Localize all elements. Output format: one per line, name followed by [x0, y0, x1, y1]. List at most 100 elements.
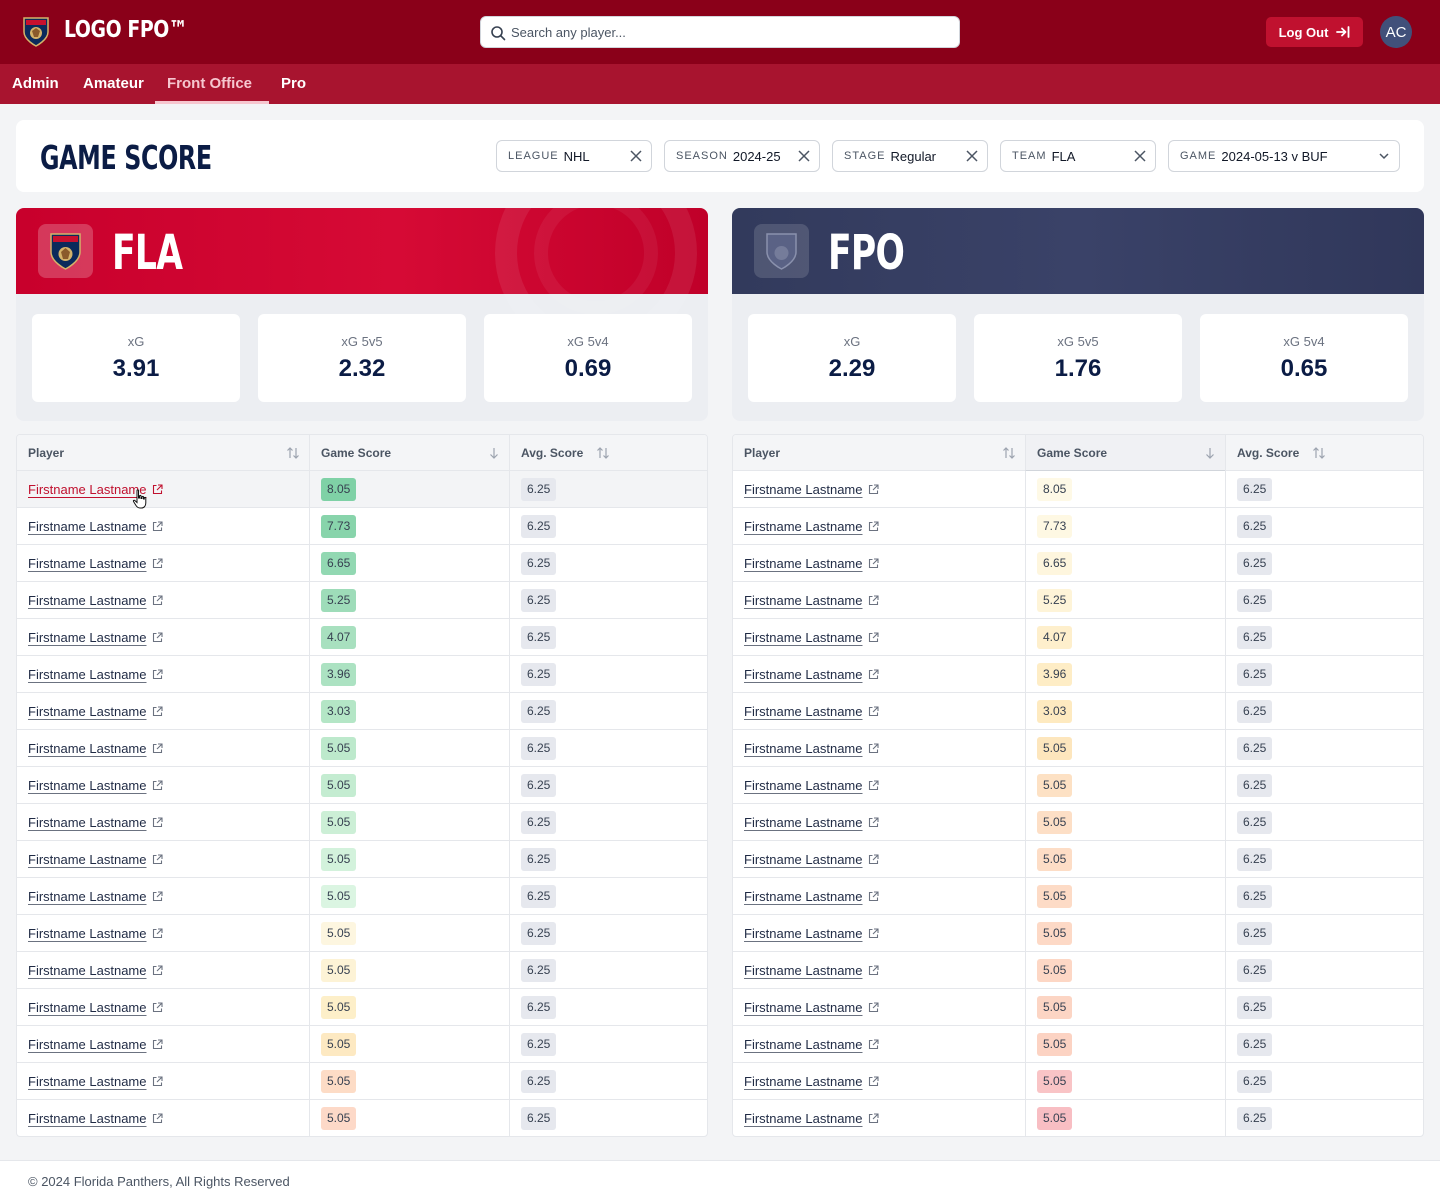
- filter-team[interactable]: TEAM FLA: [1000, 140, 1156, 172]
- player-link[interactable]: Firstname Lastname: [28, 629, 147, 645]
- player-link[interactable]: Firstname Lastname: [28, 1110, 147, 1126]
- column-header-avg-score[interactable]: Avg. Score: [509, 435, 707, 471]
- nav-item-pro[interactable]: Pro: [281, 75, 307, 92]
- filter-stage[interactable]: STAGE Regular: [832, 140, 988, 172]
- nav-item-front-office[interactable]: Front Office: [167, 75, 252, 92]
- external-link-icon[interactable]: [152, 1001, 163, 1013]
- external-link-icon[interactable]: [868, 1112, 879, 1124]
- external-link-icon[interactable]: [868, 1001, 879, 1013]
- external-link-icon[interactable]: [152, 1112, 163, 1124]
- player-link[interactable]: Firstname Lastname: [744, 888, 863, 904]
- filter-season[interactable]: SEASON 2024-25: [664, 140, 820, 172]
- external-link-icon[interactable]: [868, 927, 879, 939]
- column-header-game-score[interactable]: Game Score: [309, 435, 509, 471]
- sort-both-icon[interactable]: [286, 446, 300, 460]
- player-link[interactable]: Firstname Lastname: [28, 962, 147, 978]
- nav-item-admin[interactable]: Admin: [12, 75, 59, 92]
- player-link[interactable]: Firstname Lastname: [744, 1110, 863, 1126]
- player-link[interactable]: Firstname Lastname: [28, 1036, 147, 1052]
- player-link[interactable]: Firstname Lastname: [744, 777, 863, 793]
- player-link[interactable]: Firstname Lastname: [744, 481, 863, 497]
- player-link[interactable]: Firstname Lastname: [28, 999, 147, 1015]
- external-link-icon[interactable]: [868, 816, 879, 828]
- player-link[interactable]: Firstname Lastname: [28, 592, 147, 608]
- player-link[interactable]: Firstname Lastname: [744, 592, 863, 608]
- external-link-icon[interactable]: [152, 1038, 163, 1050]
- player-search[interactable]: [480, 16, 960, 48]
- search-input[interactable]: [511, 17, 951, 47]
- player-link[interactable]: Firstname Lastname: [28, 814, 147, 830]
- clear-icon[interactable]: [630, 150, 642, 162]
- player-link[interactable]: Firstname Lastname: [28, 851, 147, 867]
- player-link[interactable]: Firstname Lastname: [744, 555, 863, 571]
- panthers-logo-icon[interactable]: [22, 15, 50, 47]
- external-link-icon[interactable]: [152, 705, 163, 717]
- external-link-icon[interactable]: [868, 742, 879, 754]
- external-link-icon[interactable]: [152, 594, 163, 606]
- external-link-icon[interactable]: [152, 483, 163, 495]
- player-link[interactable]: Firstname Lastname: [28, 666, 147, 682]
- player-link[interactable]: Firstname Lastname: [28, 740, 147, 756]
- player-link[interactable]: Firstname Lastname: [28, 481, 147, 497]
- external-link-icon[interactable]: [868, 631, 879, 643]
- external-link-icon[interactable]: [152, 964, 163, 976]
- player-link[interactable]: Firstname Lastname: [744, 666, 863, 682]
- player-link[interactable]: Firstname Lastname: [744, 999, 863, 1015]
- external-link-icon[interactable]: [868, 1038, 879, 1050]
- external-link-icon[interactable]: [868, 890, 879, 902]
- external-link-icon[interactable]: [152, 816, 163, 828]
- external-link-icon[interactable]: [868, 853, 879, 865]
- external-link-icon[interactable]: [868, 594, 879, 606]
- player-link[interactable]: Firstname Lastname: [744, 518, 863, 534]
- clear-icon[interactable]: [1134, 150, 1146, 162]
- clear-icon[interactable]: [798, 150, 810, 162]
- nav-item-amateur[interactable]: Amateur: [83, 75, 144, 92]
- player-link[interactable]: Firstname Lastname: [744, 740, 863, 756]
- app-logo-text[interactable]: LOGO FPO™: [64, 17, 188, 43]
- player-link[interactable]: Firstname Lastname: [28, 888, 147, 904]
- external-link-icon[interactable]: [152, 1075, 163, 1087]
- external-link-icon[interactable]: [152, 890, 163, 902]
- sort-both-icon[interactable]: [1002, 446, 1016, 460]
- filter-game[interactable]: GAME 2024-05-13 v BUF: [1168, 140, 1400, 172]
- external-link-icon[interactable]: [152, 779, 163, 791]
- external-link-icon[interactable]: [868, 1075, 879, 1087]
- player-link[interactable]: Firstname Lastname: [28, 555, 147, 571]
- player-link[interactable]: Firstname Lastname: [28, 518, 147, 534]
- player-link[interactable]: Firstname Lastname: [28, 1073, 147, 1089]
- player-link[interactable]: Firstname Lastname: [744, 1073, 863, 1089]
- sort-desc-icon[interactable]: [1203, 446, 1217, 460]
- external-link-icon[interactable]: [152, 520, 163, 532]
- player-link[interactable]: Firstname Lastname: [744, 925, 863, 941]
- player-link[interactable]: Firstname Lastname: [28, 777, 147, 793]
- clear-icon[interactable]: [966, 150, 978, 162]
- external-link-icon[interactable]: [868, 705, 879, 717]
- external-link-icon[interactable]: [868, 964, 879, 976]
- player-link[interactable]: Firstname Lastname: [744, 703, 863, 719]
- external-link-icon[interactable]: [152, 927, 163, 939]
- external-link-icon[interactable]: [868, 668, 879, 680]
- sort-both-icon[interactable]: [596, 446, 610, 460]
- player-link[interactable]: Firstname Lastname: [744, 629, 863, 645]
- external-link-icon[interactable]: [152, 742, 163, 754]
- player-link[interactable]: Firstname Lastname: [28, 703, 147, 719]
- player-link[interactable]: Firstname Lastname: [744, 814, 863, 830]
- external-link-icon[interactable]: [868, 779, 879, 791]
- external-link-icon[interactable]: [152, 557, 163, 569]
- sort-both-icon[interactable]: [1312, 446, 1326, 460]
- external-link-icon[interactable]: [868, 520, 879, 532]
- external-link-icon[interactable]: [152, 668, 163, 680]
- player-link[interactable]: Firstname Lastname: [744, 1036, 863, 1052]
- user-avatar[interactable]: AC: [1380, 16, 1412, 48]
- external-link-icon[interactable]: [152, 853, 163, 865]
- logout-button[interactable]: Log Out: [1266, 17, 1363, 47]
- column-header-game-score[interactable]: Game Score: [1025, 435, 1225, 471]
- filter-league[interactable]: LEAGUE NHL: [496, 140, 652, 172]
- column-header-player[interactable]: Player: [733, 435, 1025, 471]
- column-header-avg-score[interactable]: Avg. Score: [1225, 435, 1423, 471]
- sort-desc-icon[interactable]: [487, 446, 501, 460]
- external-link-icon[interactable]: [868, 483, 879, 495]
- external-link-icon[interactable]: [152, 631, 163, 643]
- external-link-icon[interactable]: [868, 557, 879, 569]
- player-link[interactable]: Firstname Lastname: [744, 851, 863, 867]
